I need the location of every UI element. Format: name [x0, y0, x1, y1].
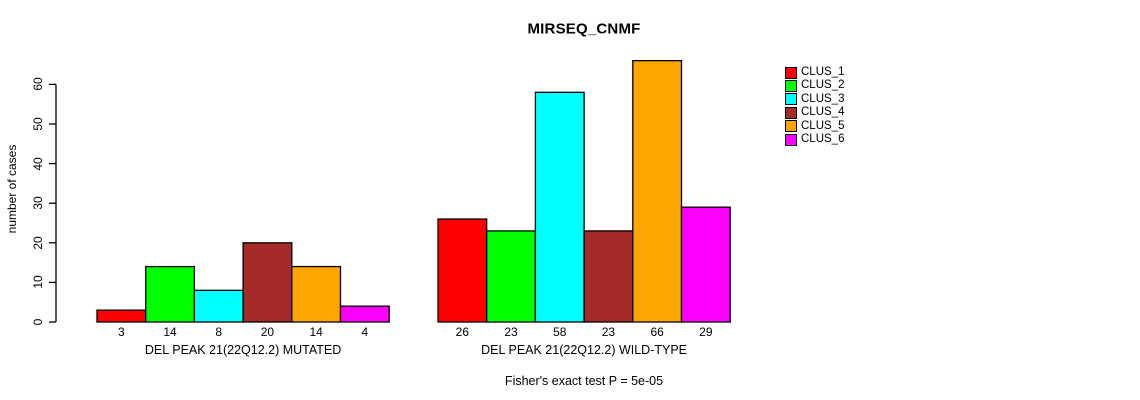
bar-clus_4 [583, 230, 634, 323]
legend-item: CLUS_2 [785, 79, 845, 93]
y-axis-tick-label: 30 [31, 196, 45, 210]
bar-value-label: 20 [260, 325, 275, 339]
y-axis-tick-label: 60 [31, 77, 45, 92]
chart-title: MIRSEQ_CNMF [527, 20, 641, 38]
x-group-label: DEL PEAK 21(22Q12.2) WILD-TYPE [481, 342, 688, 357]
bar-clus_4 [242, 242, 293, 323]
legend-item: CLUS_3 [785, 93, 844, 106]
bar-value-label: 14 [309, 325, 323, 339]
bar-clus_1 [96, 309, 147, 323]
bar-clus_3 [193, 289, 244, 323]
legend-item: CLUS_5 [785, 120, 844, 133]
legend-color-swatch [785, 66, 797, 79]
legend-item-label: CLUS_1 [801, 65, 845, 78]
legend-color-swatch [785, 80, 797, 93]
bar-clus_3 [534, 91, 585, 323]
bar-value-label: 29 [699, 325, 713, 339]
legend-item-label: CLUS_2 [801, 79, 845, 92]
bar-value-label: 4 [361, 325, 369, 339]
y-axis-tick-label: 20 [31, 236, 45, 250]
bar-value-label: 14 [163, 325, 177, 339]
bar-clus_1 [437, 218, 488, 323]
bar-value-label: 66 [650, 325, 664, 339]
y-axis-tick-label: 50 [31, 117, 45, 131]
legend-item-label: CLUS_3 [801, 92, 845, 105]
legend-item: CLUS_4 [785, 106, 844, 119]
bar-clus_2 [486, 230, 537, 323]
legend-item-label: CLUS_5 [801, 119, 845, 132]
bar-value-label: 23 [504, 325, 518, 339]
legend-item: CLUS_6 [785, 133, 844, 146]
legend-color-swatch [785, 133, 797, 146]
legend-item: CLUS_1 [785, 66, 844, 79]
legend-item-label: CLUS_6 [801, 132, 845, 145]
y-axis-title: number of cases [5, 144, 19, 234]
bar-clus_2 [145, 265, 196, 323]
bar-clus_5 [632, 59, 683, 323]
y-axis-tick-label: 40 [31, 156, 45, 171]
legend: CLUS_1 CLUS_2 CLUS_3 CLUS_4 CLUS_5 CLUS_6 [785, 66, 844, 146]
bar-value-label: 8 [215, 325, 223, 339]
bar-value-label: 3 [118, 325, 125, 339]
legend-color-swatch [785, 106, 797, 119]
legend-color-swatch [785, 93, 797, 106]
bar-clus_6 [339, 305, 390, 323]
bar-value-label: 26 [455, 325, 470, 339]
y-axis-tick-label: 10 [31, 275, 45, 290]
x-group-label: DEL PEAK 21(22Q12.2) MUTATED [144, 342, 342, 357]
bar-clus_5 [291, 265, 342, 323]
bar-value-label: 23 [601, 325, 616, 339]
legend-item-label: CLUS_4 [801, 106, 845, 119]
fisher-test-note: Fisher's exact test P = 5e-05 [504, 374, 664, 388]
bar-clus_6 [680, 206, 731, 323]
y-axis-tick-label: 0 [31, 318, 45, 326]
legend-color-swatch [785, 120, 797, 133]
bar-value-label: 58 [553, 325, 567, 339]
